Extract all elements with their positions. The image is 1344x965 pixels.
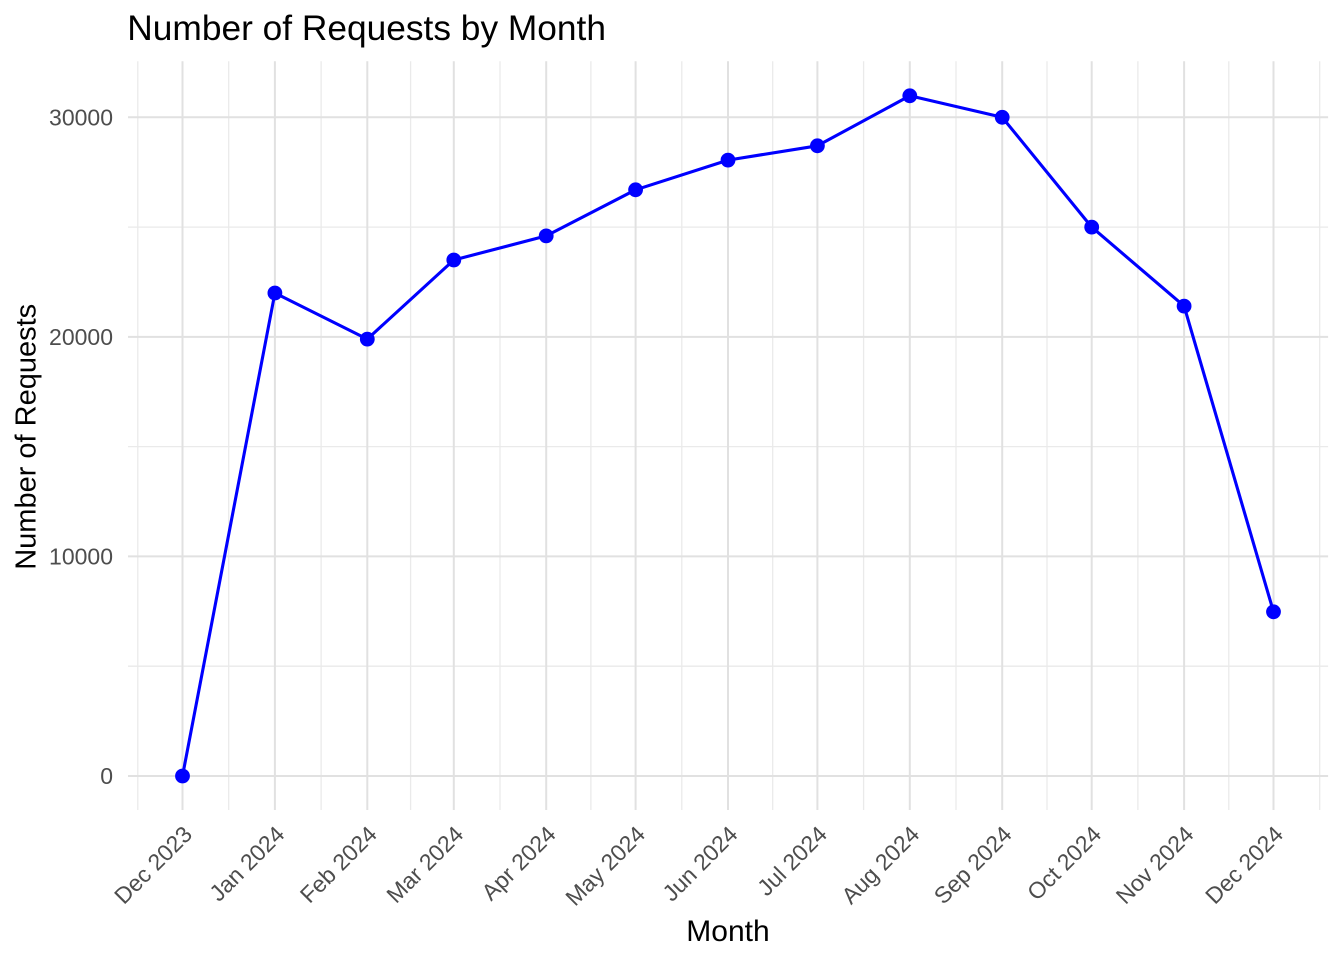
svg-text:20000: 20000 [49,324,113,350]
svg-text:10000: 10000 [49,544,113,570]
svg-text:Number of Requests: Number of Requests [11,304,43,570]
svg-text:Month: Month [686,915,769,948]
svg-text:0: 0 [100,763,113,789]
svg-text:Number of Requests by Month: Number of Requests by Month [127,9,606,48]
svg-text:30000: 30000 [49,105,113,131]
